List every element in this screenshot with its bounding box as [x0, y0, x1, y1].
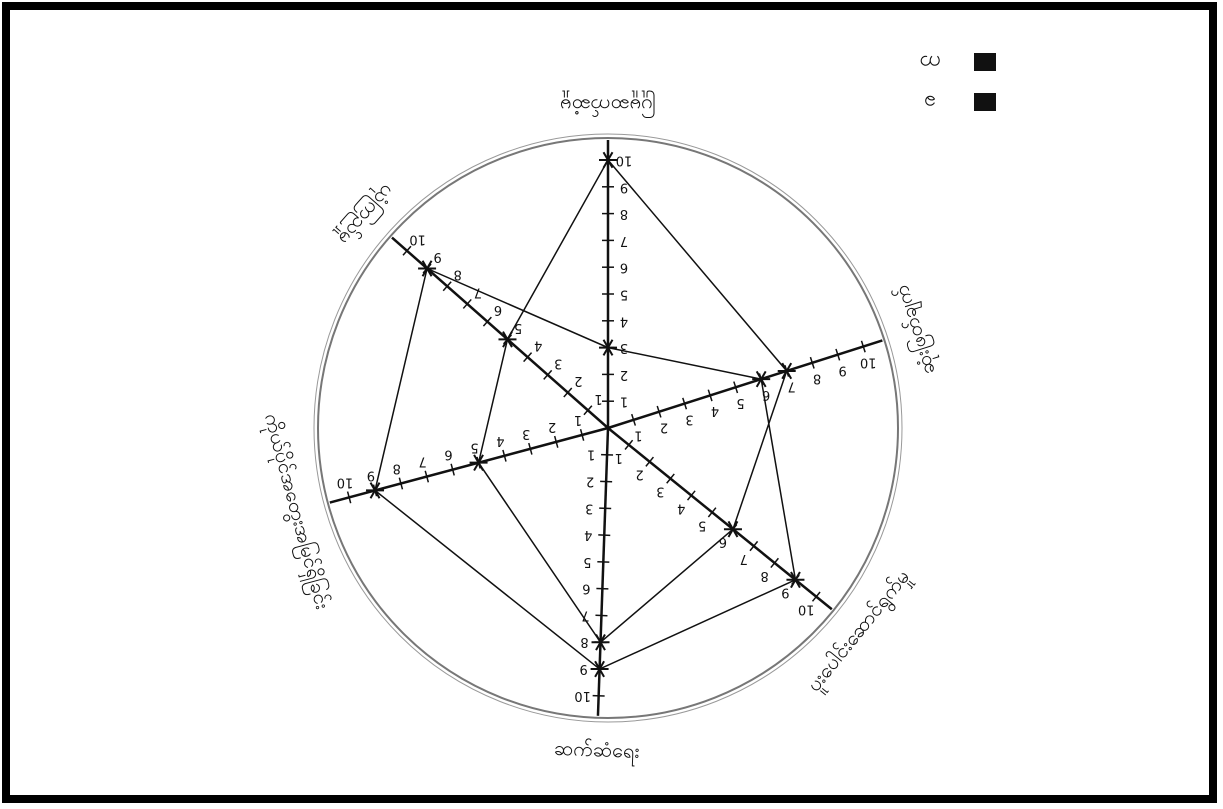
tick-label: 6 — [719, 534, 727, 549]
tick-label: 10 — [574, 688, 591, 703]
tick-label: 8 — [813, 371, 821, 386]
tick-label: 2 — [574, 373, 582, 388]
tick-label: 5 — [698, 517, 706, 532]
tick-label: 5 — [583, 554, 591, 569]
tick-label: 4 — [534, 338, 542, 353]
tick-label: 4 — [677, 500, 685, 515]
tick-label: 3 — [585, 500, 593, 515]
tick-label: 9 — [434, 249, 442, 264]
tick-label: 1 — [587, 447, 595, 462]
category-label: ပြုမူဆက်ဆံမှု — [560, 91, 656, 119]
legend-label: ခ — [924, 90, 936, 115]
tick-label: 10 — [337, 474, 354, 489]
tick-label: 6 — [582, 581, 590, 596]
background — [0, 0, 1223, 809]
tick-label: 2 — [586, 474, 594, 489]
tick-label: 4 — [711, 403, 719, 418]
legend-label: က — [919, 50, 941, 75]
tick-label: 1 — [615, 450, 623, 465]
tick-label: 5 — [736, 395, 744, 410]
tick-label: 10 — [409, 231, 426, 246]
tick-label: 9 — [367, 467, 375, 482]
tick-label: 1 — [634, 428, 642, 443]
legend-swatch — [974, 53, 996, 71]
tick-label: 8 — [393, 461, 401, 476]
tick-label: 7 — [740, 551, 748, 566]
tick-label: 2 — [620, 367, 628, 382]
tick-label: 2 — [548, 419, 556, 434]
tick-label: 8 — [620, 206, 628, 221]
tick-label: 10 — [798, 602, 815, 617]
tick-label: 8 — [454, 267, 462, 282]
tick-label: 2 — [660, 419, 668, 434]
tick-label: 1 — [620, 394, 628, 409]
tick-label: 3 — [620, 340, 628, 355]
tick-label: 4 — [584, 527, 592, 542]
tick-label: 7 — [787, 379, 795, 394]
tick-label: 9 — [781, 585, 789, 600]
tick-label: 4 — [620, 313, 628, 328]
tick-label: 8 — [760, 568, 768, 583]
tick-label: 8 — [580, 634, 588, 649]
tick-label: 6 — [620, 260, 628, 275]
tick-label: 10 — [860, 354, 877, 369]
tick-label: 5 — [514, 320, 522, 335]
tick-label: 7 — [419, 454, 427, 469]
tick-label: 5 — [620, 287, 628, 302]
tick-label: 10 — [616, 153, 633, 168]
tick-label: 3 — [685, 411, 693, 426]
tick-label: 6 — [444, 447, 452, 462]
tick-label: 5 — [470, 440, 478, 455]
tick-label: 3 — [656, 484, 664, 499]
tick-label: 1 — [594, 391, 602, 406]
tick-label: 7 — [620, 233, 628, 248]
tick-label: 1 — [574, 412, 582, 427]
tick-label: 9 — [579, 661, 587, 676]
chart: 12345678910ပြုမူဆက်ဆံမှု12345678910ဆုံးဖ… — [0, 0, 1223, 809]
tick-label: 3 — [554, 355, 562, 370]
tick-label: 4 — [496, 433, 504, 448]
legend-swatch — [974, 93, 996, 111]
tick-label: 9 — [839, 362, 847, 377]
tick-label: 6 — [494, 302, 502, 317]
tick-label: 2 — [635, 467, 643, 482]
tick-label: 3 — [522, 426, 530, 441]
